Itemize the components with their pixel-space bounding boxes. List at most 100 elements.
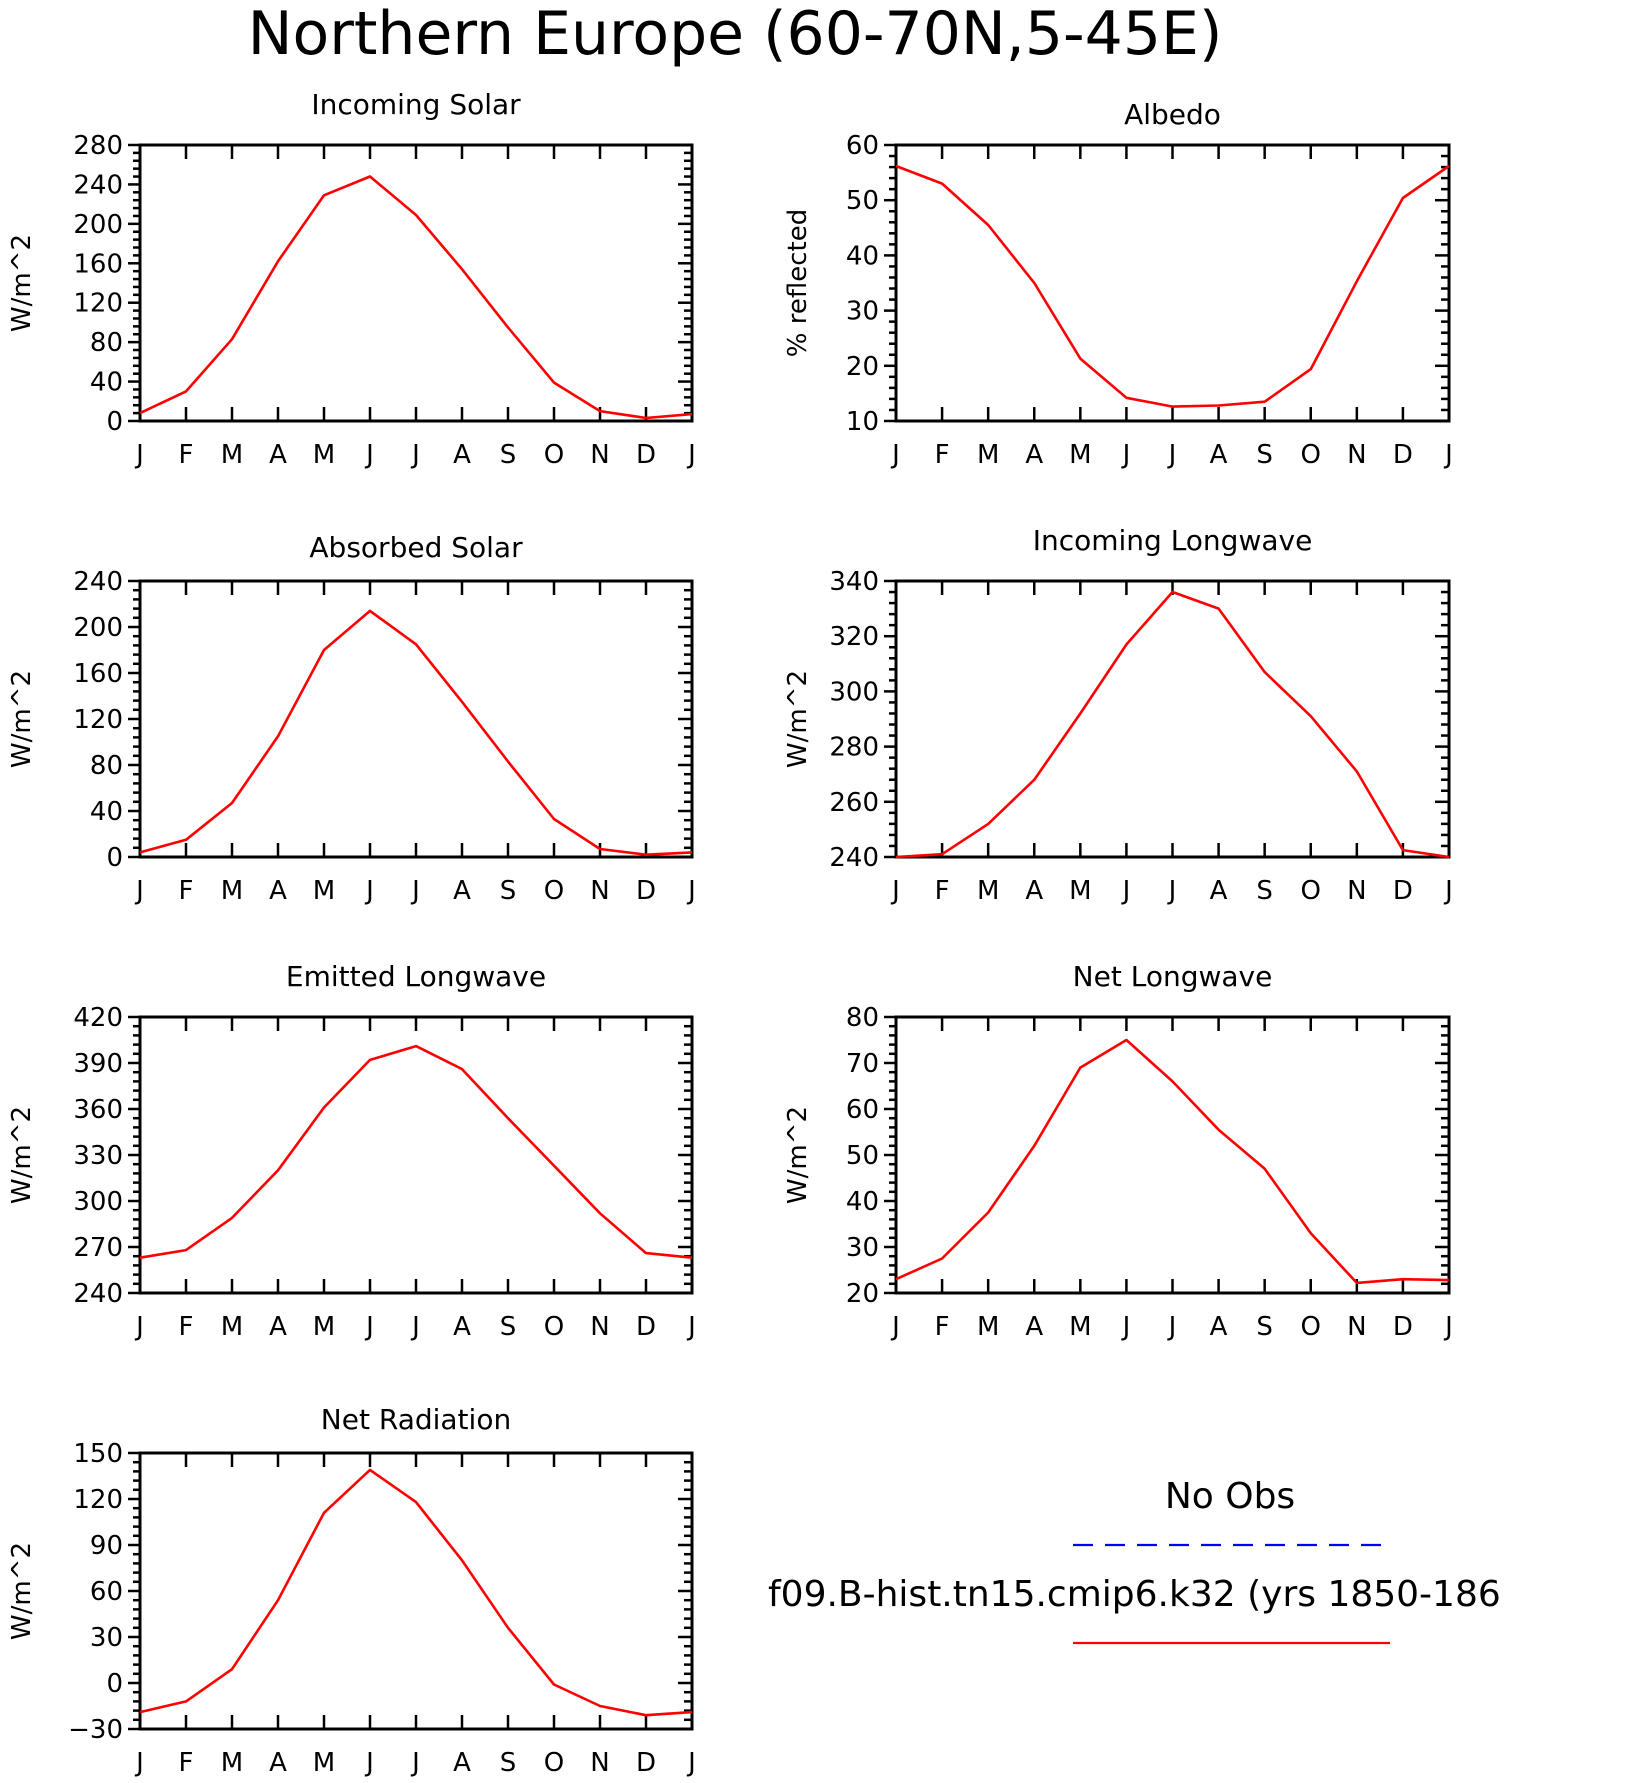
y-tick-label: 340 [829, 567, 879, 597]
plot-frame [138, 1451, 694, 1731]
chart-panels: J F M A M J J A S O N D J04080120160200240280Incomin… [7, 88, 1453, 1778]
y-tick-label: 40 [846, 1187, 879, 1217]
y-tick-label: 0 [106, 843, 123, 873]
plot-frame [138, 143, 694, 423]
y-tick-label: 320 [829, 622, 879, 652]
series-line [139, 609, 693, 857]
y-axis-label: % reflected [783, 209, 813, 357]
y-tick-label: 80 [846, 1003, 879, 1033]
panel-title: Incoming Solar [311, 88, 521, 121]
x-tick-label: S [500, 1748, 517, 1778]
x-tick-label: N [1347, 1312, 1366, 1342]
chart-panel: J F M A M J J A S O N D J240260280300320340Incoming … [783, 524, 1453, 906]
x-tick-label: M [221, 440, 243, 470]
x-tick-label: F [179, 1748, 194, 1778]
x-tick-label: J [686, 1312, 696, 1342]
y-tick-label: −30 [68, 1715, 123, 1745]
x-tick-label: D [1393, 1312, 1413, 1342]
series-line [139, 175, 693, 420]
x-tick-label: M [1069, 440, 1091, 470]
x-tick-label: J [410, 1748, 420, 1778]
x-tick-label: F [179, 440, 194, 470]
x-tick-label: O [1301, 1312, 1321, 1342]
x-tick-label: A [269, 876, 287, 906]
x-tick-label: A [453, 440, 471, 470]
x-tick-label: S [500, 1312, 517, 1342]
x-tick-label: N [590, 440, 609, 470]
panel-title: Albedo [1124, 98, 1221, 131]
x-tick-label: S [1256, 440, 1273, 470]
x-tick-label: A [453, 1748, 471, 1778]
x-tick-label: J [410, 1312, 420, 1342]
y-tick-label: 240 [829, 843, 879, 873]
y-tick-label: 40 [846, 241, 879, 271]
legend-obs-label: No Obs [1165, 1476, 1295, 1517]
x-tick-label: O [1301, 440, 1321, 470]
plot-frame [138, 579, 694, 859]
y-tick-label: 50 [846, 1141, 879, 1171]
x-tick-label: D [636, 876, 656, 906]
x-tick-label: M [313, 876, 335, 906]
panel-title: Incoming Longwave [1033, 524, 1313, 557]
x-tick-label: S [500, 876, 517, 906]
y-tick-label: 0 [106, 1669, 123, 1699]
x-tick-label: J [134, 1748, 144, 1778]
series-line [895, 590, 1450, 859]
y-tick-label: 10 [846, 407, 879, 437]
y-tick-label: 40 [90, 797, 123, 827]
x-tick-label: A [269, 1748, 287, 1778]
x-tick-label: N [590, 1312, 609, 1342]
x-tick-label: N [1347, 440, 1366, 470]
legend-model-label: f09.B-hist.tn15.cmip6.k32 (yrs 1850-186 [768, 1574, 1501, 1615]
y-tick-label: 280 [73, 131, 123, 161]
x-tick-label: J [1121, 440, 1131, 470]
y-tick-label: 80 [90, 751, 123, 781]
x-tick-label: O [544, 1312, 564, 1342]
x-tick-label: J [686, 440, 696, 470]
y-tick-label: 200 [73, 613, 123, 643]
y-axis-label: W/m^2 [7, 1106, 37, 1204]
y-tick-label: 90 [90, 1531, 123, 1561]
y-axis-label: W/m^2 [783, 1106, 813, 1204]
x-tick-label: J [890, 876, 900, 906]
y-tick-label: 120 [73, 705, 123, 735]
y-tick-label: 300 [829, 677, 879, 707]
series-line [895, 1038, 1450, 1285]
y-tick-label: 20 [846, 352, 879, 382]
x-tick-label: M [977, 440, 999, 470]
panel-title: Absorbed Solar [309, 531, 523, 564]
x-tick-label: J [410, 440, 420, 470]
x-tick-label: A [1210, 1312, 1228, 1342]
x-tick-label: J [890, 1312, 900, 1342]
y-tick-label: 280 [829, 733, 879, 763]
x-tick-label: A [453, 876, 471, 906]
x-tick-label: S [1256, 876, 1273, 906]
x-tick-label: M [221, 1748, 243, 1778]
x-tick-label: J [1167, 876, 1177, 906]
x-tick-label: J [1121, 1312, 1131, 1342]
y-tick-label: 30 [846, 297, 879, 327]
y-tick-label: 120 [73, 1485, 123, 1515]
x-tick-label: J [1443, 876, 1453, 906]
y-tick-label: 60 [846, 131, 879, 161]
y-tick-label: 80 [90, 328, 123, 358]
x-tick-label: D [1393, 876, 1413, 906]
x-tick-label: N [1347, 876, 1366, 906]
x-tick-label: A [269, 1312, 287, 1342]
x-tick-label: N [590, 1748, 609, 1778]
chart-panel: J F M A M J J A S O N D J240270300330360390420Emitte… [7, 960, 696, 1342]
y-tick-label: 40 [90, 368, 123, 398]
y-tick-label: 60 [846, 1095, 879, 1125]
x-tick-label: J [364, 1312, 374, 1342]
x-tick-label: D [636, 1748, 656, 1778]
y-tick-label: 240 [73, 1279, 123, 1309]
x-tick-label: J [410, 876, 420, 906]
series-line [139, 1044, 693, 1259]
y-tick-label: 120 [73, 289, 123, 319]
x-tick-label: J [686, 876, 696, 906]
x-tick-label: M [1069, 1312, 1091, 1342]
y-axis-label: W/m^2 [7, 1542, 37, 1640]
